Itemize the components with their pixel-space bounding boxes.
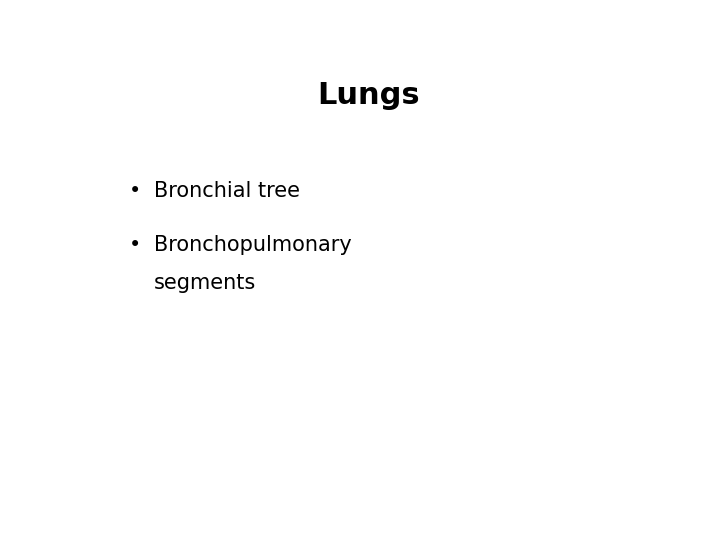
Text: •: • xyxy=(129,181,141,201)
Text: Bronchial tree: Bronchial tree xyxy=(154,181,300,201)
Text: Lungs: Lungs xyxy=(318,82,420,111)
Text: •: • xyxy=(129,235,141,255)
Text: segments: segments xyxy=(154,273,256,293)
Text: Bronchopulmonary: Bronchopulmonary xyxy=(154,235,352,255)
